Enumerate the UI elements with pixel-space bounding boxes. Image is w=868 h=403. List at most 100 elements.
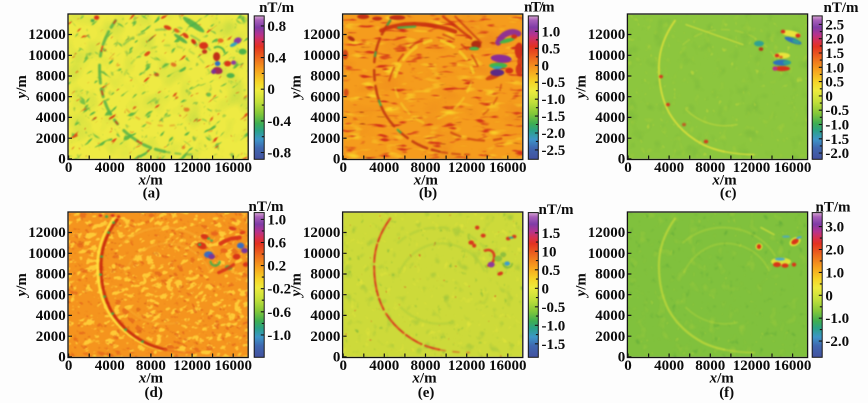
svg-text:-2.0: -2.0 (825, 334, 849, 350)
svg-text:y/m: y/m (14, 273, 30, 299)
svg-text:0.5: 0.5 (542, 41, 561, 57)
svg-text:16000: 16000 (774, 358, 812, 374)
svg-text:2000: 2000 (36, 131, 66, 147)
svg-text:2000: 2000 (310, 329, 340, 345)
svg-text:10000: 10000 (588, 48, 626, 64)
svg-text:4000: 4000 (654, 358, 684, 374)
svg-text:(e): (e) (418, 385, 435, 401)
svg-text:0: 0 (58, 350, 66, 366)
svg-text:6000: 6000 (310, 89, 340, 105)
svg-text:6000: 6000 (36, 287, 66, 303)
svg-text:-2.0: -2.0 (825, 146, 849, 162)
svg-text:2.0: 2.0 (825, 243, 844, 259)
svg-text:-1.0: -1.0 (542, 318, 566, 334)
svg-text:0: 0 (65, 160, 73, 176)
svg-text:8000: 8000 (310, 69, 340, 85)
svg-text:1.0: 1.0 (825, 265, 844, 281)
svg-text:2000: 2000 (595, 329, 625, 345)
svg-text:12000: 12000 (588, 27, 626, 43)
svg-text:6000: 6000 (595, 287, 625, 303)
svg-text:0: 0 (58, 152, 66, 168)
svg-text:0: 0 (624, 160, 632, 176)
svg-text:10000: 10000 (303, 246, 341, 262)
svg-text:-2.5: -2.5 (542, 143, 566, 159)
svg-text:0.2: 0.2 (267, 259, 286, 275)
svg-text:y/m: y/m (289, 273, 305, 299)
svg-text:12000: 12000 (733, 160, 771, 176)
svg-text:8000: 8000 (595, 69, 625, 85)
svg-text:8000: 8000 (595, 267, 625, 283)
svg-text:12000: 12000 (448, 160, 486, 176)
svg-text:0: 0 (825, 89, 833, 105)
svg-text:4000: 4000 (595, 110, 625, 126)
svg-text:6000: 6000 (310, 287, 340, 303)
svg-text:2000: 2000 (310, 131, 340, 147)
svg-text:6000: 6000 (36, 89, 66, 105)
svg-text:nT/m: nT/m (815, 200, 851, 216)
svg-text:12000: 12000 (733, 358, 771, 374)
svg-text:12000: 12000 (173, 160, 211, 176)
svg-text:1.0: 1.0 (267, 212, 286, 228)
svg-text:0.4: 0.4 (267, 51, 286, 67)
svg-text:0: 0 (339, 160, 347, 176)
svg-text:y/m: y/m (573, 75, 589, 101)
svg-text:12000: 12000 (303, 225, 341, 241)
svg-text:4000: 4000 (36, 308, 66, 324)
svg-text:4000: 4000 (36, 110, 66, 126)
svg-text:-1.0: -1.0 (825, 118, 849, 134)
svg-text:4000: 4000 (369, 358, 399, 374)
svg-text:0: 0 (267, 82, 275, 98)
svg-text:3.0: 3.0 (825, 220, 844, 236)
svg-text:0: 0 (333, 152, 341, 168)
svg-text:16000: 16000 (489, 358, 527, 374)
svg-text:(a): (a) (143, 186, 161, 202)
svg-text:-0.8: -0.8 (267, 146, 291, 162)
svg-text:8000: 8000 (695, 160, 725, 176)
svg-text:y/m: y/m (289, 75, 305, 101)
svg-text:-0.5: -0.5 (825, 103, 849, 119)
svg-text:x/m: x/m (411, 371, 437, 387)
svg-text:12000: 12000 (303, 27, 341, 43)
svg-text:-1.5: -1.5 (542, 109, 566, 125)
svg-text:12000: 12000 (448, 358, 486, 374)
svg-text:x/m: x/m (709, 371, 735, 387)
svg-text:y/m: y/m (14, 75, 30, 101)
svg-text:-1.0: -1.0 (542, 92, 566, 108)
svg-text:8000: 8000 (310, 267, 340, 283)
svg-text:1.0: 1.0 (825, 60, 844, 76)
svg-text:4000: 4000 (95, 160, 125, 176)
svg-text:0: 0 (542, 58, 550, 74)
svg-text:1.0: 1.0 (542, 24, 561, 40)
svg-text:x/m: x/m (413, 173, 439, 189)
svg-text:16000: 16000 (214, 160, 252, 176)
svg-text:-1.0: -1.0 (267, 328, 291, 344)
svg-text:12000: 12000 (28, 27, 66, 43)
svg-text:-0.6: -0.6 (267, 305, 291, 321)
svg-text:4000: 4000 (310, 110, 340, 126)
svg-text:-1.5: -1.5 (825, 132, 849, 148)
svg-text:2.0: 2.0 (825, 32, 844, 48)
svg-text:0: 0 (618, 350, 626, 366)
svg-text:x/m: x/m (711, 173, 737, 189)
svg-text:4000: 4000 (369, 160, 399, 176)
svg-text:2000: 2000 (36, 329, 66, 345)
svg-text:-0.5: -0.5 (542, 300, 566, 316)
svg-text:2.5: 2.5 (825, 17, 844, 33)
svg-text:-0.4: -0.4 (267, 114, 291, 130)
svg-text:0.5: 0.5 (825, 75, 844, 91)
svg-text:(f): (f) (719, 385, 734, 401)
svg-text:-2.0: -2.0 (542, 126, 566, 142)
svg-text:0.8: 0.8 (267, 19, 286, 35)
svg-text:8000: 8000 (136, 160, 166, 176)
svg-text:(c): (c) (720, 186, 737, 202)
svg-text:8000: 8000 (36, 267, 66, 283)
svg-text:10000: 10000 (28, 48, 66, 64)
svg-text:nT/m: nT/m (524, 0, 555, 16)
svg-text:2000: 2000 (595, 131, 625, 147)
svg-text:8000: 8000 (36, 69, 66, 85)
svg-text:10: 10 (542, 244, 557, 260)
svg-text:0: 0 (825, 288, 833, 304)
svg-text:12000: 12000 (588, 225, 626, 241)
svg-text:12000: 12000 (28, 225, 66, 241)
svg-text:-0.5: -0.5 (542, 75, 566, 91)
